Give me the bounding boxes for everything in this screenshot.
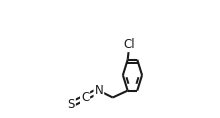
Text: C: C bbox=[81, 91, 89, 104]
Text: N: N bbox=[95, 84, 103, 97]
Text: Cl: Cl bbox=[123, 38, 135, 51]
Text: S: S bbox=[68, 98, 75, 111]
